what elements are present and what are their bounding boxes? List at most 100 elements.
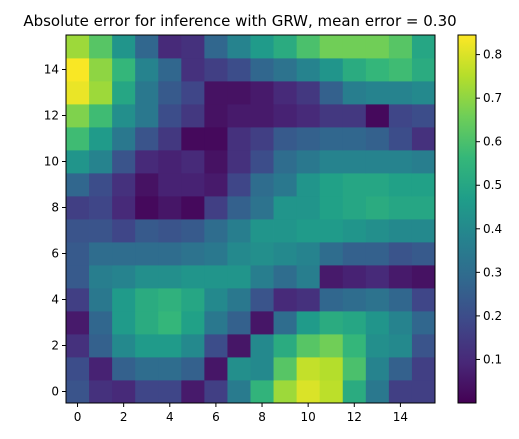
heatmap-cell: [296, 311, 321, 335]
heatmap-cell: [158, 104, 182, 128]
heatmap-cell: [158, 380, 182, 404]
heatmap-cell: [158, 219, 182, 243]
heatmap-cell: [227, 150, 251, 174]
heatmap-cell: [250, 150, 274, 174]
heatmap-cell: [66, 58, 90, 82]
heatmap-cell: [250, 81, 274, 105]
colorbar-tick-label: 0.3: [483, 265, 502, 279]
colorbar-tick-label: 0.5: [483, 178, 502, 192]
heatmap-cell: [227, 196, 251, 220]
heatmap-cell: [365, 35, 390, 59]
heatmap-cell: [250, 35, 274, 59]
heatmap-cell: [181, 173, 205, 197]
heatmap-cell: [181, 196, 205, 220]
heatmap-cell: [411, 334, 436, 358]
heatmap-cell: [319, 311, 344, 335]
colorbar-tick-label: 0.4: [483, 222, 502, 236]
heatmap-cell: [365, 219, 390, 243]
heatmap-cell: [388, 81, 413, 105]
heatmap-cell: [319, 150, 344, 174]
colorbar-tick-label: 0.1: [483, 352, 502, 366]
heatmap-cell: [388, 265, 413, 289]
heatmap-cell: [388, 173, 413, 197]
heatmap-cell: [227, 219, 251, 243]
heatmap-cell: [411, 35, 436, 59]
heatmap-cell: [158, 35, 182, 59]
heatmap-cell: [89, 357, 113, 381]
heatmap-cell: [319, 35, 344, 59]
heatmap-cell: [411, 219, 436, 243]
heatmap-cell: [89, 288, 113, 312]
heatmap-cell: [181, 150, 205, 174]
heatmap-cell: [319, 58, 344, 82]
heatmap-cell: [227, 81, 251, 105]
heatmap-cell: [112, 219, 136, 243]
heatmap-cell: [89, 219, 113, 243]
heatmap-cell: [204, 35, 228, 59]
heatmap-cell: [365, 265, 390, 289]
heatmap-cell: [365, 311, 390, 335]
heatmap-cell: [250, 196, 274, 220]
heatmap-cell: [411, 242, 436, 266]
y-tick-label: 10: [44, 155, 59, 169]
heatmap-cell: [135, 150, 159, 174]
heatmap-cell: [135, 357, 159, 381]
heatmap-cell: [204, 265, 228, 289]
heatmap-cell: [158, 173, 182, 197]
heatmap-cell: [319, 196, 344, 220]
heatmap-cell: [411, 104, 436, 128]
heatmap-cell: [181, 380, 205, 404]
heatmap-cell: [273, 288, 298, 312]
heatmap-cell: [388, 127, 413, 151]
heatmap-cell: [250, 242, 274, 266]
colorbar-tick-label: 0.6: [483, 135, 502, 149]
heatmap-cell: [388, 196, 413, 220]
heatmap-cell: [296, 265, 321, 289]
heatmap-cell: [365, 334, 390, 358]
heatmap-cell: [89, 311, 113, 335]
heatmap-cell: [388, 219, 413, 243]
heatmap-cell: [112, 173, 136, 197]
heatmap-cell: [342, 334, 367, 358]
y-tick-label: 4: [51, 293, 59, 307]
heatmap-cell: [342, 173, 367, 197]
heatmap-cell: [204, 81, 228, 105]
heatmap-cell: [204, 196, 228, 220]
heatmap-cell: [89, 150, 113, 174]
heatmap-cell: [273, 311, 298, 335]
heatmap-cell: [135, 242, 159, 266]
heatmap-cell: [89, 380, 113, 404]
heatmap-cell: [342, 288, 367, 312]
heatmap-cell: [135, 81, 159, 105]
heatmap-cell: [204, 242, 228, 266]
heatmap-cell: [411, 173, 436, 197]
y-tick-label: 2: [51, 339, 59, 353]
heatmap-cell: [296, 380, 321, 404]
heatmap-cell: [365, 58, 390, 82]
heatmap-cell: [66, 35, 90, 59]
y-tick-label: 14: [44, 63, 59, 77]
heatmap-cell: [319, 127, 344, 151]
heatmap-cell: [342, 242, 367, 266]
heatmap-cell: [411, 196, 436, 220]
y-tick-label: 6: [51, 247, 59, 261]
heatmap-cell: [158, 127, 182, 151]
heatmap-cell: [66, 219, 90, 243]
heatmap-cell: [342, 81, 367, 105]
heatmap-cell: [112, 265, 136, 289]
heatmap-cell: [319, 380, 344, 404]
heatmap-cell: [296, 196, 321, 220]
heatmap-cell: [89, 127, 113, 151]
heatmap-cell: [250, 219, 274, 243]
heatmap-cell: [158, 334, 182, 358]
x-tick-label: 0: [74, 410, 82, 424]
heatmap-cell: [342, 150, 367, 174]
heatmap-cell: [296, 173, 321, 197]
heatmap-cell: [135, 35, 159, 59]
heatmap-cell: [273, 173, 298, 197]
heatmap-cell: [388, 311, 413, 335]
heatmap-cell: [112, 380, 136, 404]
heatmap-cell: [135, 58, 159, 82]
heatmap-cell: [365, 81, 390, 105]
heatmap-cell: [227, 242, 251, 266]
